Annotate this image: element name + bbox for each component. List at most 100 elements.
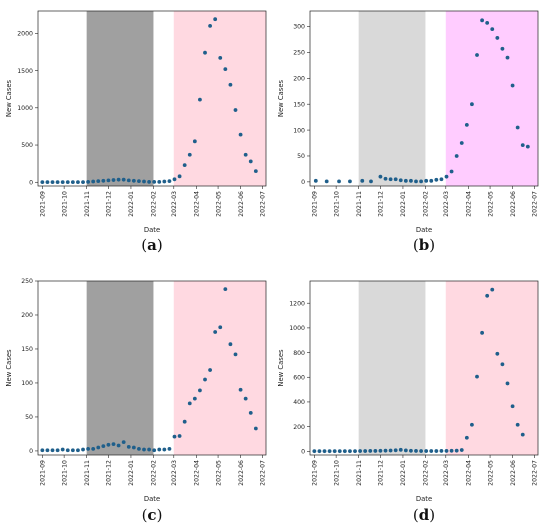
chart-panel-2: 0 50 100 150 200 250 300 2021-09 2021-10 2021-11 2… bbox=[277, 10, 539, 254]
x-tick-label: 2021-11 bbox=[84, 460, 91, 486]
data-point bbox=[182, 419, 187, 424]
x-tick-label: 2022-04 bbox=[193, 460, 200, 486]
y-tick-label: 50 bbox=[25, 414, 33, 421]
data-point bbox=[162, 447, 167, 452]
data-point bbox=[40, 180, 45, 185]
data-point bbox=[167, 179, 172, 184]
data-point bbox=[121, 440, 126, 444]
data-point bbox=[449, 169, 454, 174]
data-point bbox=[243, 152, 248, 157]
data-point bbox=[470, 102, 474, 107]
data-point bbox=[429, 178, 434, 183]
data-point bbox=[192, 396, 197, 401]
x-tick-label: 2021-11 bbox=[356, 191, 363, 217]
panel-caption: (d) bbox=[413, 506, 435, 524]
shaded-region-2 bbox=[173, 11, 266, 186]
x-tick-label: 2021-12 bbox=[378, 460, 385, 486]
data-point bbox=[106, 178, 111, 183]
data-point bbox=[116, 443, 121, 448]
y-tick-label: 500 bbox=[21, 142, 33, 149]
shaded-region-1 bbox=[86, 11, 154, 186]
x-axis-label: Date bbox=[416, 226, 432, 234]
y-tick-label: 0 bbox=[29, 448, 33, 455]
x-axis-label: Date bbox=[416, 495, 432, 503]
x-tick-label: 2022-07 bbox=[260, 191, 267, 217]
data-point bbox=[363, 449, 368, 453]
x-tick-label: 2022-01 bbox=[400, 460, 407, 486]
data-point bbox=[358, 449, 362, 453]
x-tick-label: 2021-11 bbox=[356, 460, 363, 486]
y-tick-label: 100 bbox=[293, 127, 305, 134]
data-point bbox=[126, 178, 131, 183]
data-point bbox=[40, 448, 45, 453]
x-tick-label: 2021-09 bbox=[312, 191, 319, 217]
data-point bbox=[353, 449, 357, 454]
data-point bbox=[485, 21, 490, 25]
panel-caption: (b) bbox=[413, 236, 435, 254]
data-point bbox=[213, 330, 218, 334]
data-point bbox=[137, 179, 141, 184]
data-point bbox=[409, 178, 413, 183]
data-point bbox=[313, 178, 318, 183]
x-tick-label: 2022-02 bbox=[423, 191, 430, 217]
data-point bbox=[378, 174, 383, 179]
data-point bbox=[208, 368, 212, 372]
data-point bbox=[187, 152, 192, 157]
data-point bbox=[70, 448, 75, 453]
y-tick-label: 50 bbox=[297, 153, 305, 160]
x-tick-label: 2021-11 bbox=[84, 191, 91, 217]
data-point bbox=[131, 178, 136, 183]
data-point bbox=[495, 351, 500, 356]
data-point bbox=[50, 448, 55, 453]
data-point bbox=[126, 444, 131, 449]
data-point bbox=[424, 178, 429, 183]
data-point bbox=[449, 448, 454, 453]
data-point bbox=[369, 179, 373, 184]
y-axis-label: New Cases bbox=[5, 349, 13, 387]
data-point bbox=[500, 362, 505, 367]
data-point bbox=[86, 446, 90, 451]
x-axis-label: Date bbox=[144, 226, 160, 234]
data-point bbox=[439, 177, 444, 182]
data-point bbox=[373, 449, 378, 453]
data-point bbox=[45, 448, 50, 453]
data-point bbox=[505, 381, 510, 386]
plot-frame bbox=[309, 280, 539, 456]
x-tick-label: 2022-07 bbox=[260, 460, 267, 486]
data-point bbox=[444, 174, 449, 179]
x-tick-label: 2022-06 bbox=[238, 460, 245, 486]
data-point bbox=[337, 449, 342, 454]
data-point bbox=[198, 388, 202, 393]
x-tick-label: 2021-09 bbox=[40, 460, 47, 486]
data-point bbox=[332, 449, 337, 454]
data-point bbox=[444, 449, 449, 453]
data-point bbox=[121, 177, 126, 182]
y-tick-label: 250 bbox=[293, 50, 305, 57]
data-point bbox=[198, 97, 202, 102]
data-point bbox=[86, 180, 90, 184]
data-point bbox=[480, 18, 484, 23]
data-point bbox=[464, 435, 469, 440]
x-tick-label: 2021-12 bbox=[106, 191, 113, 217]
data-point bbox=[208, 23, 212, 28]
plot-frame bbox=[37, 280, 267, 456]
shaded-region-2 bbox=[445, 11, 538, 186]
data-point bbox=[243, 396, 248, 401]
x-tick-label: 2022-02 bbox=[151, 191, 158, 217]
data-point bbox=[459, 141, 464, 145]
data-point bbox=[312, 449, 317, 454]
data-point bbox=[322, 449, 327, 454]
data-point bbox=[233, 108, 238, 112]
data-point bbox=[388, 448, 393, 453]
data-point bbox=[454, 448, 459, 453]
data-point bbox=[203, 377, 207, 382]
y-axis-label: New Cases bbox=[5, 79, 13, 117]
x-tick-label: 2022-05 bbox=[215, 191, 222, 217]
data-point bbox=[490, 287, 495, 292]
data-point bbox=[96, 179, 101, 184]
x-tick-label: 2022-03 bbox=[443, 191, 450, 217]
data-point bbox=[55, 448, 60, 453]
data-point bbox=[101, 178, 106, 183]
data-point bbox=[131, 445, 136, 450]
data-point bbox=[454, 154, 459, 158]
